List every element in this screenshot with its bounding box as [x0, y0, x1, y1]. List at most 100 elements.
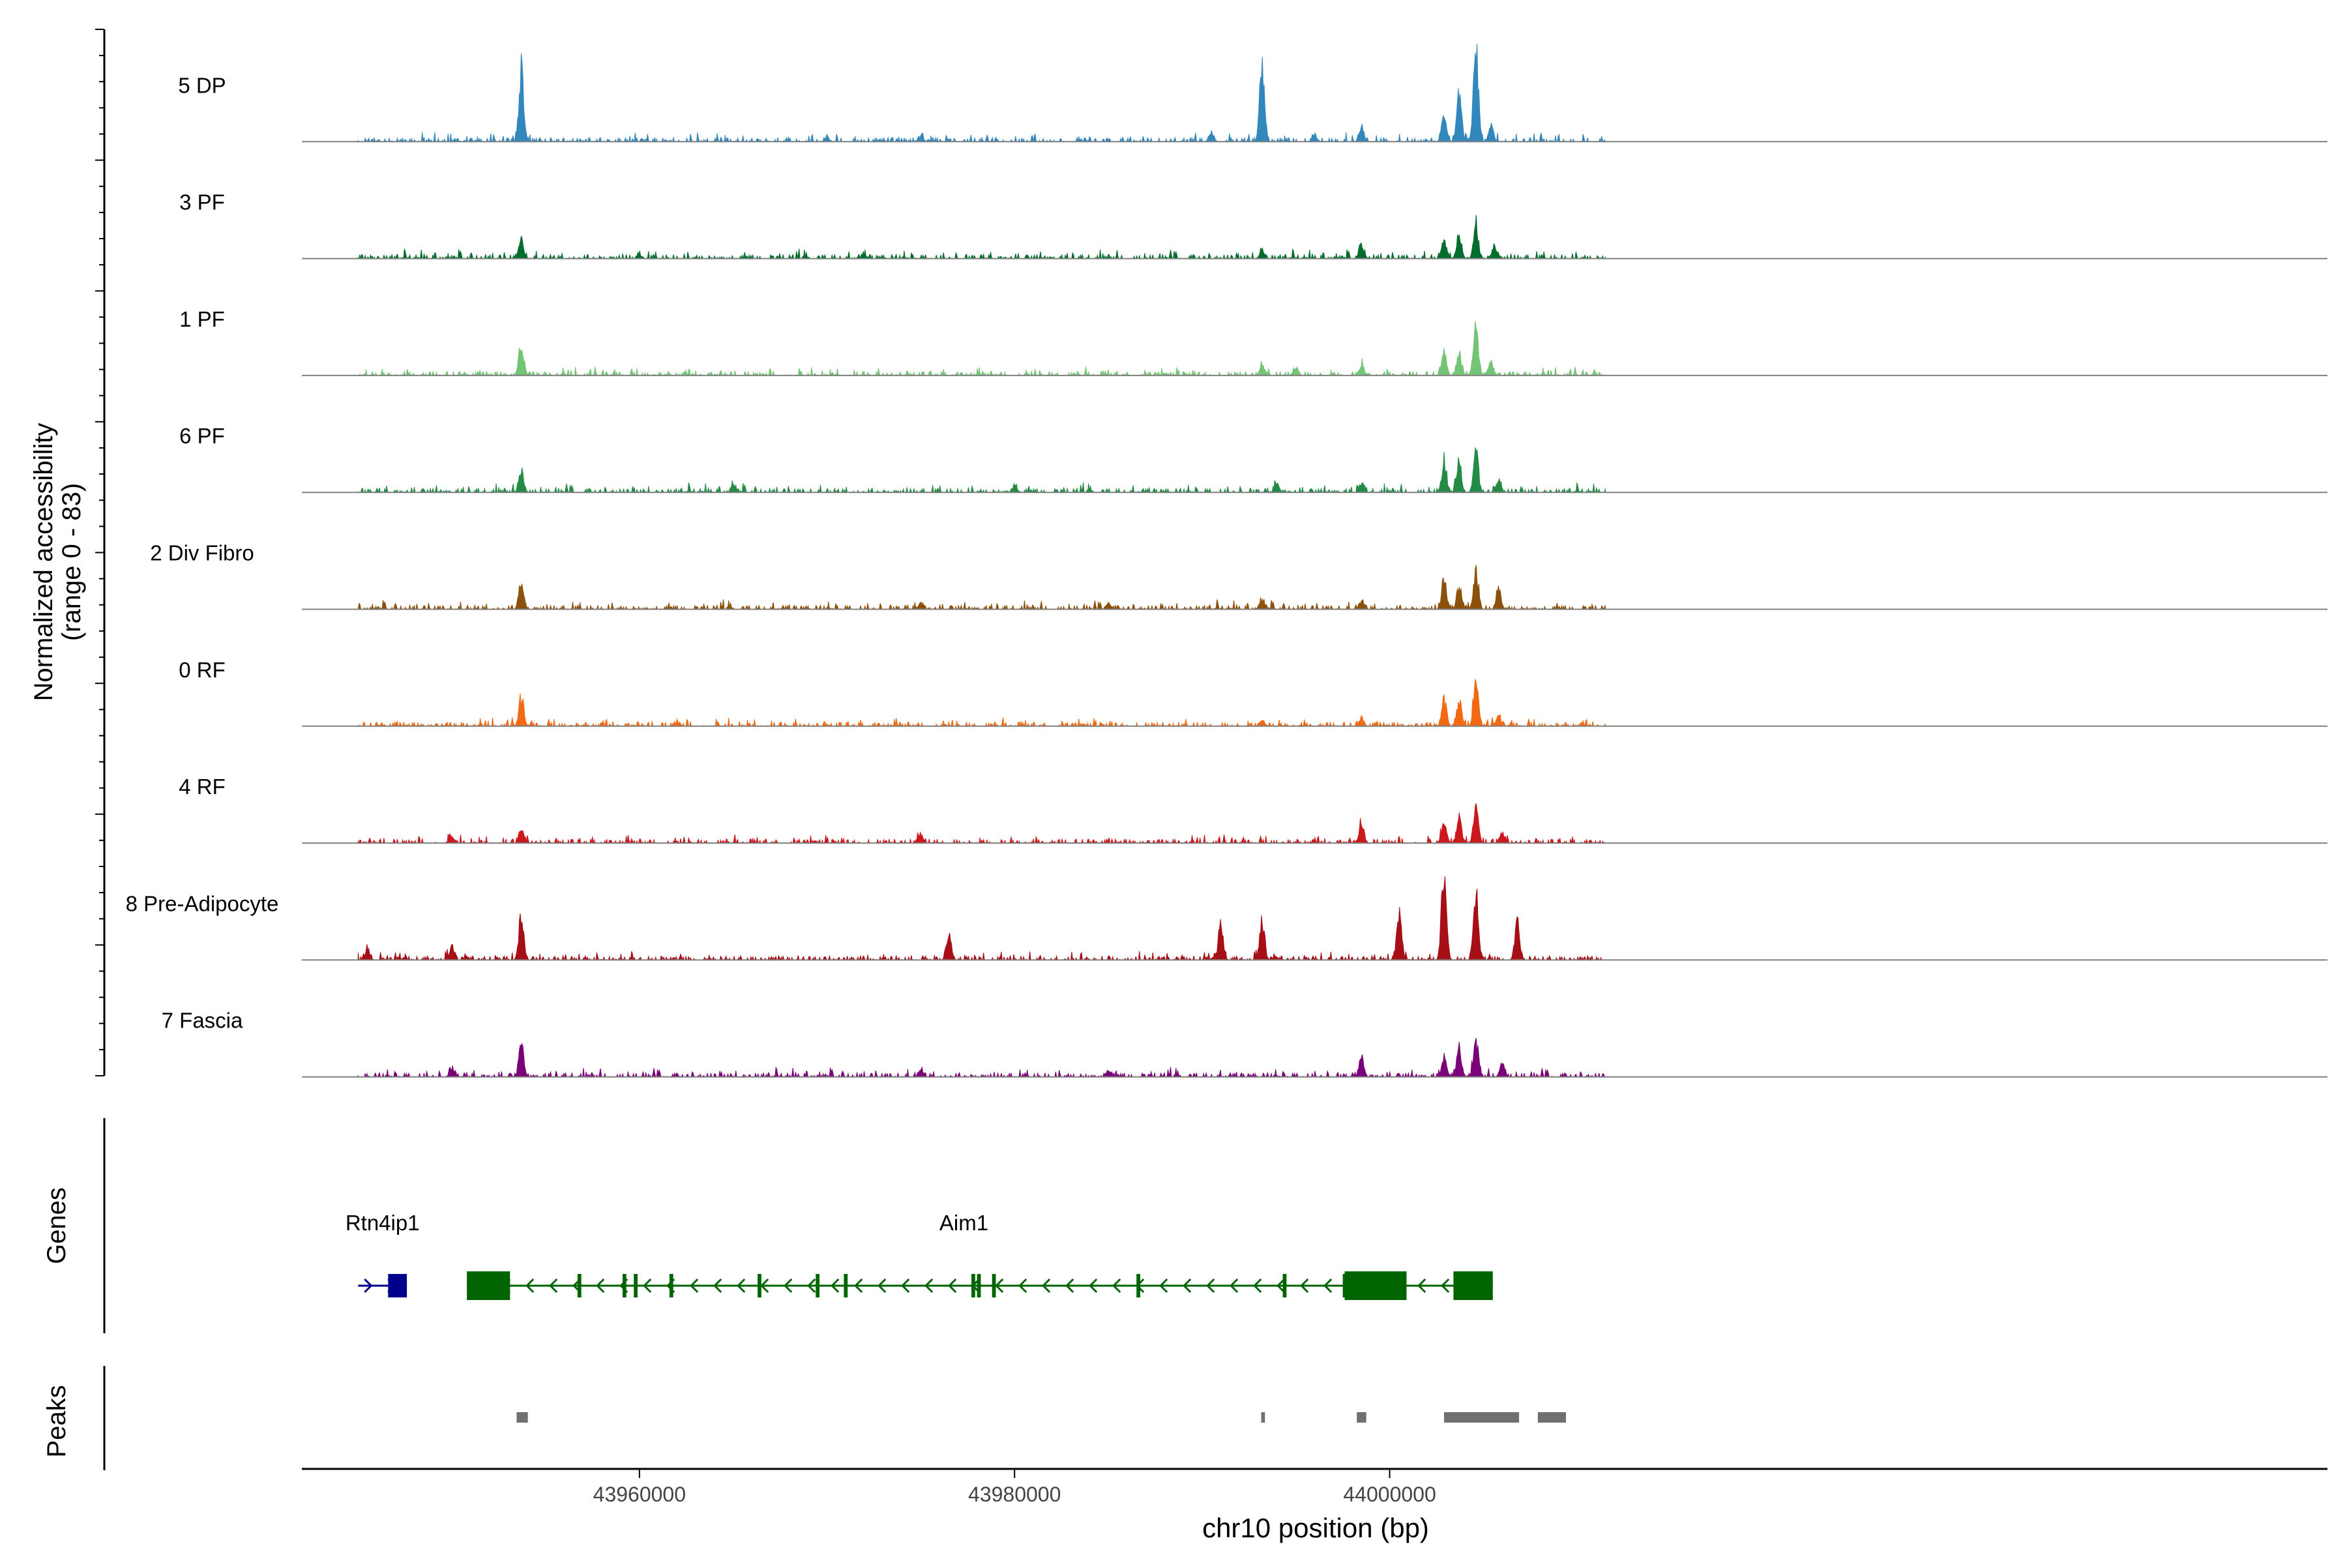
x-axis-label: chr10 position (bp)	[1202, 1513, 1429, 1543]
coverage-area	[357, 447, 1606, 494]
strand-arrow	[831, 1278, 840, 1294]
strand-arrow	[1300, 1278, 1309, 1294]
exon	[467, 1271, 510, 1300]
strand-arrow	[1042, 1278, 1051, 1294]
exon	[977, 1274, 981, 1297]
track-label: 2 Div Fibro	[150, 541, 254, 565]
exon	[1344, 1271, 1407, 1300]
strand-arrow	[643, 1278, 652, 1294]
track-label: 4 RF	[179, 775, 226, 799]
track-4-rf: 4 RF	[179, 775, 2327, 845]
strand-arrow	[1206, 1278, 1215, 1294]
track-8-pre-adipocyte: 8 Pre-Adipocyte	[126, 876, 2327, 962]
exon	[669, 1274, 673, 1297]
strand-arrow	[596, 1278, 605, 1294]
strand-arrow	[1230, 1278, 1239, 1294]
gene-aim1: Aim1	[467, 1211, 1493, 1300]
peak-region	[1444, 1412, 1520, 1423]
coverage-area	[357, 565, 1606, 611]
track-label: 0 RF	[179, 658, 226, 682]
coverage-panel: 5 DP 3 PF 1 PF 6 PF 2 Div Fibro 0 RF 4 RF 8 Pre…	[95, 29, 2327, 1078]
gene-name-label: Aim1	[939, 1211, 988, 1235]
strand-arrow	[1253, 1278, 1262, 1294]
exon	[622, 1274, 627, 1297]
strand-arrow	[924, 1278, 934, 1294]
exon	[971, 1274, 975, 1297]
exon	[634, 1274, 638, 1297]
coverage-area	[357, 44, 1606, 143]
panel-labels: Normalized accessibility (range 0 - 83) …	[29, 423, 1429, 1543]
strand-arrow	[1018, 1278, 1027, 1294]
peak-region	[516, 1412, 528, 1423]
track-label: 7 Fascia	[162, 1009, 243, 1033]
strand-arrow	[901, 1278, 910, 1294]
strand-arrow	[948, 1278, 957, 1294]
peaks-panel	[103, 1366, 1566, 1470]
genes-panel-label: Genes	[42, 1187, 71, 1264]
exon	[1282, 1274, 1287, 1297]
exon	[1453, 1271, 1493, 1300]
track-label: 8 Pre-Adipocyte	[126, 891, 279, 915]
strand-arrow	[878, 1278, 887, 1294]
track-0-rf: 0 RF	[179, 658, 2327, 728]
coverage-area	[357, 803, 1606, 845]
exon	[758, 1274, 761, 1297]
track-label: 3 PF	[179, 190, 225, 214]
x-tick-label: 44000000	[1343, 1483, 1436, 1506]
peaks-panel-label: Peaks	[42, 1385, 71, 1457]
strand-arrow	[807, 1278, 816, 1294]
strand-arrow	[364, 1278, 373, 1294]
track-3-pf: 3 PF	[179, 190, 2327, 260]
exon	[577, 1274, 582, 1297]
strand-arrow	[690, 1278, 699, 1294]
track-7-fascia: 7 Fascia	[162, 1009, 2327, 1078]
track-1-pf: 1 PF	[179, 307, 2327, 377]
gene-rtn4ip1: Rtn4ip1	[346, 1211, 420, 1297]
strand-arrow	[1112, 1278, 1121, 1294]
strand-arrow	[1183, 1278, 1192, 1294]
peak-region	[1357, 1412, 1366, 1423]
strand-arrow	[760, 1278, 769, 1294]
strand-arrow	[1065, 1278, 1074, 1294]
exon	[816, 1274, 820, 1297]
exon	[1136, 1274, 1140, 1297]
coverage-area	[357, 1037, 1607, 1078]
strand-arrow	[1089, 1278, 1098, 1294]
gene-name-label: Rtn4ip1	[346, 1211, 420, 1235]
y-axis-label-line2: (range 0 - 83)	[57, 483, 86, 641]
strand-arrow	[1159, 1278, 1168, 1294]
track-label: 1 PF	[179, 307, 225, 331]
coverage-area	[357, 679, 1606, 728]
coverage-area	[357, 214, 1606, 260]
strand-arrow	[1323, 1278, 1333, 1294]
track-5-dp: 5 DP	[178, 44, 2327, 143]
strand-arrow	[737, 1278, 746, 1294]
strand-arrow	[713, 1278, 722, 1294]
track-label: 5 DP	[178, 73, 226, 97]
exon	[844, 1274, 848, 1297]
x-tick-label: 43980000	[968, 1483, 1061, 1506]
x-tick-label: 43960000	[593, 1483, 686, 1506]
track-6-pf: 6 PF	[179, 424, 2327, 494]
coverage-area	[358, 321, 1606, 377]
exon	[388, 1274, 407, 1297]
strand-arrow	[525, 1278, 535, 1294]
exon	[992, 1274, 996, 1297]
strand-arrow	[1417, 1278, 1426, 1294]
strand-arrow	[784, 1278, 793, 1294]
x-axis: 43960000 43980000 44000000	[302, 1468, 2327, 1506]
peak-region	[1261, 1412, 1265, 1423]
strand-arrow	[995, 1278, 1004, 1294]
track-2-div-fibro: 2 Div Fibro	[150, 541, 2327, 611]
track-label: 6 PF	[179, 424, 225, 448]
peak-region	[1537, 1412, 1566, 1423]
strand-arrow	[549, 1278, 558, 1294]
strand-arrow	[1441, 1278, 1450, 1294]
strand-arrow	[1277, 1278, 1286, 1294]
strand-arrow	[854, 1278, 863, 1294]
coverage-area	[357, 876, 1606, 962]
genes-panel: Rtn4ip1 Aim1	[103, 1118, 1493, 1333]
y-axis-label-line1: Normalized accessibility	[29, 423, 58, 702]
